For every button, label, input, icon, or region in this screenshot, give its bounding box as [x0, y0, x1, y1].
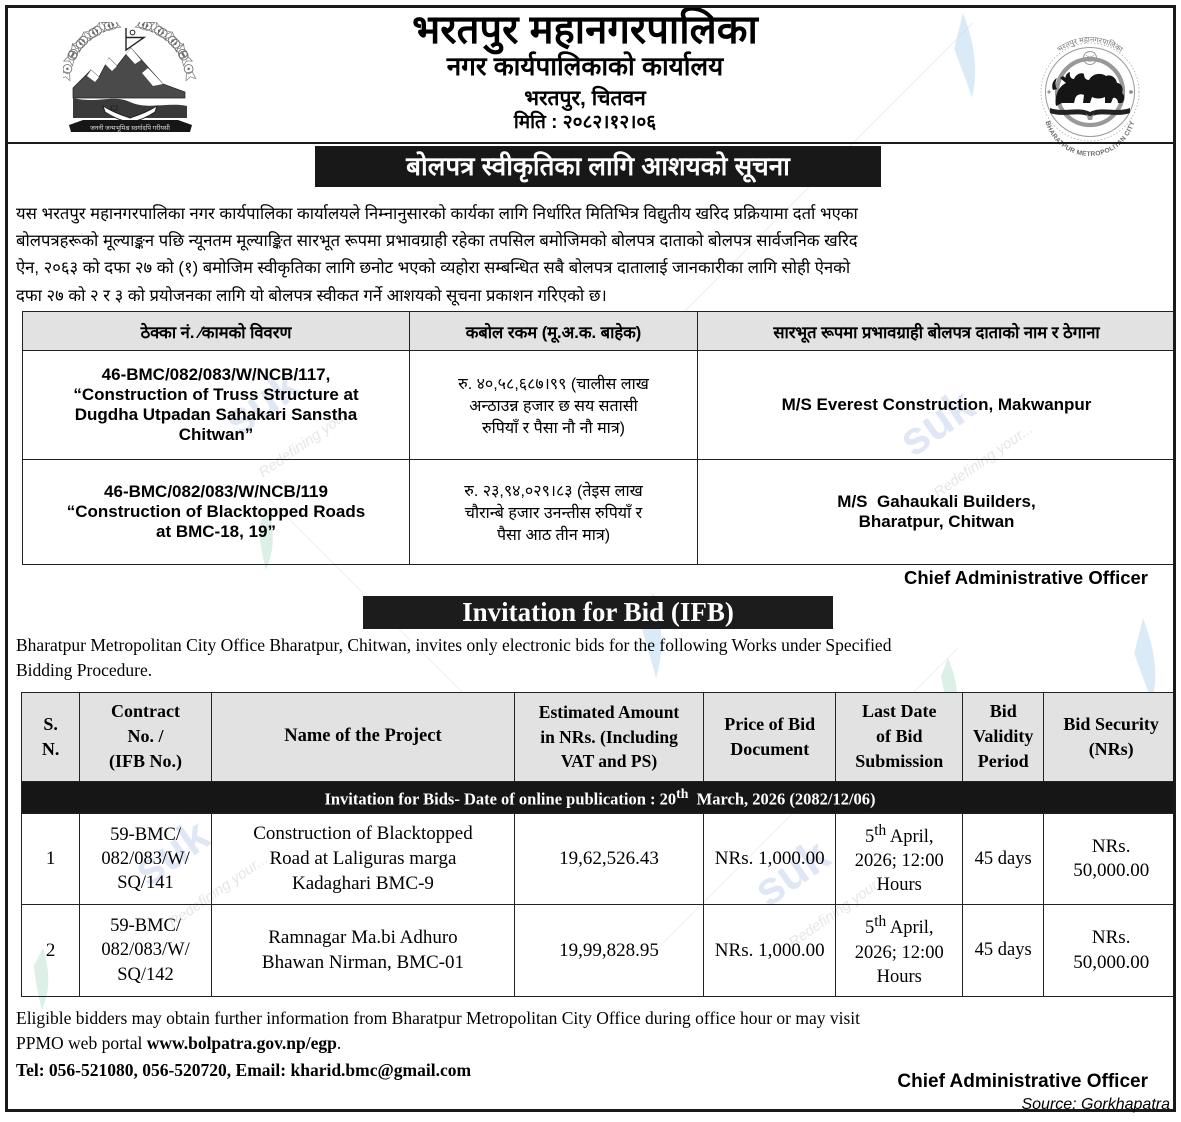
- svg-text:जननी जन्मभूमिश्च स्वर्गादपि गर: जननी जन्मभूमिश्च स्वर्गादपि गरीयसी: [90, 124, 170, 133]
- svg-text:भरतपुर महानगरपालिका: भरतपुर महानगरपालिका: [1056, 36, 1125, 56]
